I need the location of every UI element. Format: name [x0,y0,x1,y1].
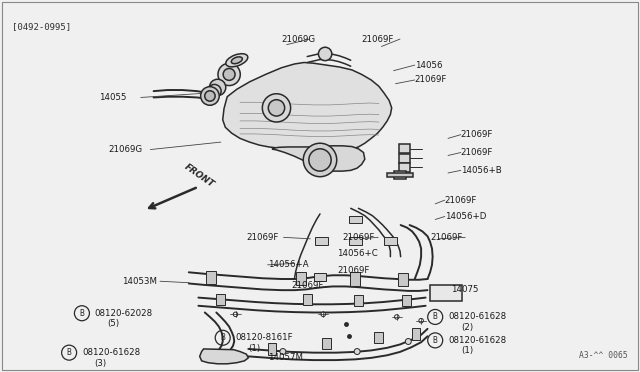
Text: 08120-8161F: 08120-8161F [236,333,293,342]
Circle shape [205,91,215,101]
Circle shape [218,63,240,86]
Bar [349,237,362,245]
Circle shape [234,312,237,317]
Text: B: B [67,348,72,357]
Text: (5): (5) [108,319,120,328]
Bar [399,154,410,163]
Text: 14056+C: 14056+C [337,249,378,258]
Text: 08120-61628: 08120-61628 [448,336,506,345]
Polygon shape [223,62,392,153]
Text: 21069F: 21069F [461,130,493,139]
Text: B: B [433,312,438,321]
Text: B: B [79,309,84,318]
Text: B: B [220,333,225,342]
Polygon shape [200,349,248,364]
Text: 14056+B: 14056+B [461,166,502,175]
Bar [430,285,462,301]
Bar [374,332,383,343]
Bar [354,295,363,306]
Text: 14056: 14056 [415,61,442,70]
Bar [384,237,397,245]
Bar [399,144,410,153]
Text: 14056+D: 14056+D [445,212,486,221]
Circle shape [309,149,331,171]
Bar [398,273,408,286]
Circle shape [419,318,423,323]
Text: A3-^^ 0065: A3-^^ 0065 [579,351,628,360]
Text: 14053M: 14053M [122,277,157,286]
Bar [399,163,410,172]
Text: 21069F: 21069F [337,266,370,275]
Bar [315,237,328,245]
Circle shape [208,84,221,98]
Bar [394,171,406,179]
Text: [0492-0995]: [0492-0995] [12,22,71,31]
Ellipse shape [226,54,248,67]
Text: 21069F: 21069F [362,35,394,44]
Text: (3): (3) [95,359,107,368]
Text: 08120-61628: 08120-61628 [448,312,506,321]
Text: 21069F: 21069F [461,148,493,157]
Circle shape [223,68,235,80]
Text: (1): (1) [461,346,473,355]
Bar [216,294,225,305]
Text: 14056+A: 14056+A [268,260,308,269]
Text: 21069F: 21069F [246,233,279,242]
Text: 14057M: 14057M [268,353,303,362]
Circle shape [268,100,285,116]
Polygon shape [272,146,365,171]
Text: (1): (1) [248,344,260,353]
Bar [268,343,276,355]
Circle shape [209,79,226,96]
Text: 21069G: 21069G [282,35,316,44]
Circle shape [395,315,399,319]
Circle shape [200,87,220,105]
Bar [402,295,411,306]
Text: 21069G: 21069G [109,145,143,154]
Circle shape [405,339,412,344]
Bar [387,173,413,177]
Text: 14075: 14075 [451,285,479,294]
Circle shape [262,94,291,122]
Bar [303,294,312,305]
Text: 08120-61628: 08120-61628 [82,348,140,357]
Bar [349,216,362,223]
Text: 14055: 14055 [99,93,127,102]
Text: 21069F: 21069F [430,233,463,242]
Bar [206,271,216,285]
Circle shape [319,47,332,61]
Ellipse shape [231,57,243,64]
Circle shape [303,143,337,177]
Circle shape [354,349,360,355]
Text: FRONT: FRONT [182,163,216,190]
Text: 08120-62028: 08120-62028 [95,309,153,318]
Text: (2): (2) [461,323,473,332]
Circle shape [280,349,286,355]
Text: 21069F: 21069F [291,281,324,290]
Text: B: B [433,336,438,345]
Text: 21069F: 21069F [342,233,375,242]
Text: 21069F: 21069F [415,76,447,84]
Bar [322,338,331,349]
Circle shape [321,312,325,317]
Bar [350,272,360,286]
Bar [314,273,326,281]
Bar [412,328,420,340]
Text: 21069F: 21069F [445,196,477,205]
Bar [296,272,306,285]
